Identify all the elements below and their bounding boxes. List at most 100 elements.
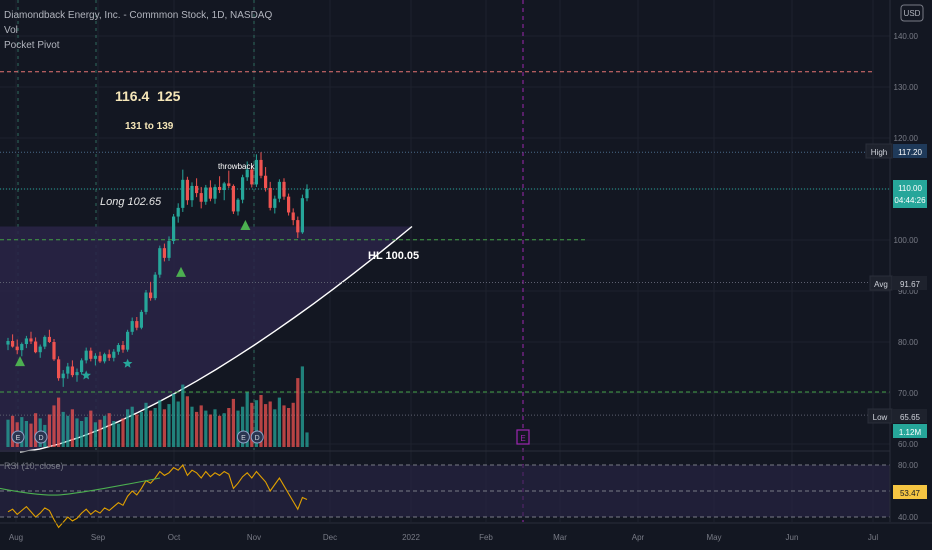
rsi-title[interactable]: RSI (10, close)	[4, 461, 64, 471]
volume-indicator-label[interactable]: Vol	[4, 25, 18, 36]
volume-bar	[135, 414, 139, 447]
candle-body	[116, 345, 120, 352]
time-tick: Aug	[9, 533, 23, 542]
volume-bar	[268, 401, 272, 447]
long-entry-annotation: Long 102.65	[100, 196, 162, 208]
candle-body	[204, 187, 208, 202]
high-badge-label: High	[871, 148, 887, 157]
volume-bar	[6, 419, 10, 447]
volume-bar	[282, 405, 286, 447]
time-axis[interactable]: Aug Sep Oct Nov Dec 2022 Feb Mar Apr May Jun Jul	[0, 522, 932, 542]
volume-bar	[264, 404, 268, 447]
volume-bar	[213, 409, 217, 447]
time-tick: 2022	[402, 533, 420, 542]
earnings-marker-letter: E	[16, 435, 21, 442]
price-tick: 140.00	[894, 32, 919, 41]
volume-bar	[296, 378, 300, 447]
pivot-arrow	[15, 356, 25, 367]
rsi-panel	[0, 450, 890, 529]
volume-bar	[167, 404, 171, 447]
volume-bar	[305, 432, 309, 447]
candle-body	[172, 216, 176, 242]
volume-bar	[259, 395, 263, 447]
candle-body	[162, 248, 166, 258]
candle-body	[273, 198, 277, 208]
candle-body	[300, 198, 304, 233]
candle-body	[130, 321, 134, 332]
volume-bar	[227, 408, 231, 447]
earnings-marker: E	[11, 430, 25, 444]
volume-bar	[11, 415, 15, 447]
candles	[6, 152, 309, 387]
time-tick: Jul	[868, 533, 878, 542]
candle-body	[236, 199, 240, 212]
price-tick: 70.00	[898, 389, 919, 398]
volume-bar	[250, 402, 254, 447]
higher-low-annotation: HL 100.05	[368, 250, 419, 262]
pivot-star	[81, 370, 91, 380]
volume-bar	[291, 402, 295, 447]
range-annotation: 131 to 139	[125, 121, 174, 132]
dividend-marker-circle	[34, 430, 48, 444]
rsi-trendline	[0, 477, 161, 496]
volume-bar	[236, 410, 240, 447]
volume-bar	[222, 413, 226, 447]
volume-bar	[199, 405, 203, 447]
future-earnings-marker[interactable]: E	[516, 429, 530, 445]
candle-body	[195, 185, 199, 194]
rsi-line	[7, 463, 308, 529]
candle-body	[254, 159, 258, 185]
candle-body	[15, 346, 19, 351]
volume-bar	[287, 408, 291, 447]
volume-bar	[24, 421, 28, 447]
volume-bar	[121, 418, 125, 447]
candle-body	[93, 355, 97, 359]
candle-body	[153, 274, 157, 299]
volume-bar	[144, 402, 148, 447]
candle-body	[61, 373, 65, 379]
volume-bar	[103, 415, 107, 447]
volume-bar	[80, 421, 84, 447]
candle-body	[38, 346, 42, 353]
currency-box[interactable]	[900, 4, 924, 22]
bar-countdown: 04:44:26	[894, 196, 926, 205]
time-tick: Feb	[479, 533, 493, 542]
candle-body	[176, 207, 180, 217]
low-badge: Low 65.65	[867, 408, 927, 424]
candle-body	[107, 354, 111, 358]
volume-bar	[195, 411, 199, 447]
signal-markers: E ED D	[11, 219, 264, 444]
time-tick: May	[706, 533, 721, 542]
volume-bar	[34, 413, 38, 447]
candle-body	[305, 189, 309, 199]
volume-bar	[185, 396, 189, 447]
pocket-pivot-indicator-label[interactable]: Pocket Pivot	[4, 40, 60, 51]
earnings-marker-circle	[236, 430, 250, 444]
throwback-annotation: throwback	[218, 162, 255, 171]
volume-bar	[190, 406, 194, 447]
candle-body	[291, 212, 295, 221]
candle-body	[57, 359, 61, 379]
volume-bar	[300, 366, 304, 447]
rsi-tick: 80.00	[898, 461, 919, 470]
time-tick: Apr	[632, 533, 645, 542]
candle-body	[126, 331, 130, 350]
volume-bar	[75, 418, 79, 447]
candle-body	[264, 175, 268, 188]
current-price-badge: 110.00 04:44:26	[893, 180, 927, 208]
volume-bar	[66, 415, 70, 447]
volume-bar	[273, 409, 277, 447]
candle-body	[259, 159, 263, 176]
currency-label: USD	[904, 9, 921, 18]
price-tick: 100.00	[894, 236, 919, 245]
volume-bar	[84, 417, 88, 447]
candle-body	[245, 169, 249, 178]
candle-body	[190, 185, 194, 201]
avg-badge: Avg 91.67	[869, 275, 927, 291]
earnings-marker-circle	[11, 430, 25, 444]
candle-body	[103, 354, 107, 362]
candle-body	[277, 181, 281, 199]
price-tick: 60.00	[898, 440, 919, 449]
candle-body	[144, 292, 148, 312]
